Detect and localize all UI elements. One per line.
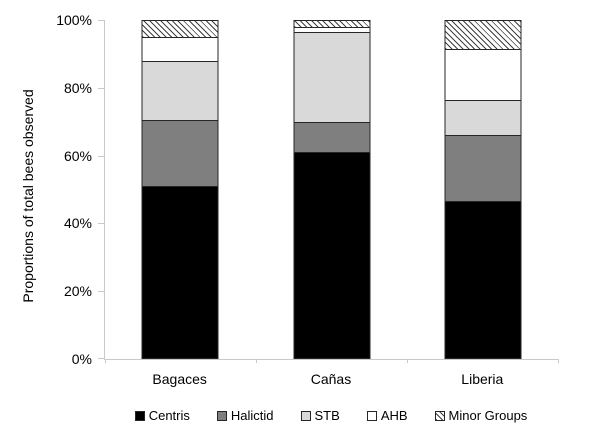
legend-label: AHB <box>380 408 408 423</box>
segment-minor-groups <box>444 20 521 49</box>
y-tick <box>98 223 105 225</box>
segment-centris <box>141 186 219 359</box>
legend-swatch-icon <box>300 410 311 421</box>
x-tick <box>255 359 257 363</box>
legend-label: Minor Groups <box>448 408 528 423</box>
segment-ahb <box>141 37 219 61</box>
bar-liberia <box>444 20 521 359</box>
x-tick <box>558 359 559 363</box>
legend-label: Halictid <box>230 408 274 423</box>
legend-swatch-icon <box>434 410 445 421</box>
segment-halictid <box>293 121 370 153</box>
bar-bagaces <box>141 20 219 359</box>
legend-item-ahb: AHB <box>366 408 408 423</box>
legend-label: Centris <box>148 408 190 423</box>
y-tick-label: 80% <box>63 79 92 96</box>
x-category-label: Cañas <box>310 371 352 387</box>
y-tick <box>98 155 105 157</box>
legend-label: STB <box>314 408 340 423</box>
x-axis-labels: Bagaces Cañas Liberia <box>104 371 558 387</box>
x-category-label: Liberia <box>461 371 504 387</box>
legend: Centris Halictid STB AHB Minor Groups <box>104 408 558 423</box>
legend-swatch-icon <box>366 410 377 421</box>
y-tick <box>98 87 105 89</box>
y-tick-label: 100% <box>56 12 92 28</box>
x-tick <box>406 359 408 363</box>
legend-item-minor-groups: Minor Groups <box>434 408 528 423</box>
legend-swatch-icon <box>134 410 145 421</box>
x-category-label: Bagaces <box>152 371 207 387</box>
segment-stb <box>444 99 521 136</box>
segment-halictid <box>444 135 521 202</box>
segment-centris <box>444 201 521 359</box>
legend-swatch-icon <box>216 410 227 421</box>
y-axis-title: Proportions of total bees observed <box>20 89 36 303</box>
bar-canas <box>293 20 370 359</box>
segment-centris <box>293 152 370 359</box>
plot-area: 0% 20% 40% 60% 80% 100% <box>56 12 559 367</box>
segment-stb <box>293 31 370 122</box>
legend-item-centris: Centris <box>134 408 190 423</box>
y-tick <box>98 291 105 293</box>
y-tick-label: 20% <box>63 283 92 300</box>
y-tick-label: 60% <box>63 147 92 164</box>
legend-item-halictid: Halictid <box>216 408 274 423</box>
legend-item-stb: STB <box>300 408 340 423</box>
y-tick <box>98 358 105 359</box>
segment-halictid <box>141 120 219 187</box>
y-tick-label: 0% <box>71 351 92 367</box>
segment-minor-groups <box>293 20 370 27</box>
y-tick-label: 40% <box>63 215 92 232</box>
y-tick <box>98 20 105 21</box>
segment-stb <box>141 60 219 121</box>
segment-ahb <box>293 26 370 32</box>
segment-minor-groups <box>141 20 219 37</box>
x-tick <box>105 359 106 363</box>
segment-ahb <box>444 48 521 100</box>
